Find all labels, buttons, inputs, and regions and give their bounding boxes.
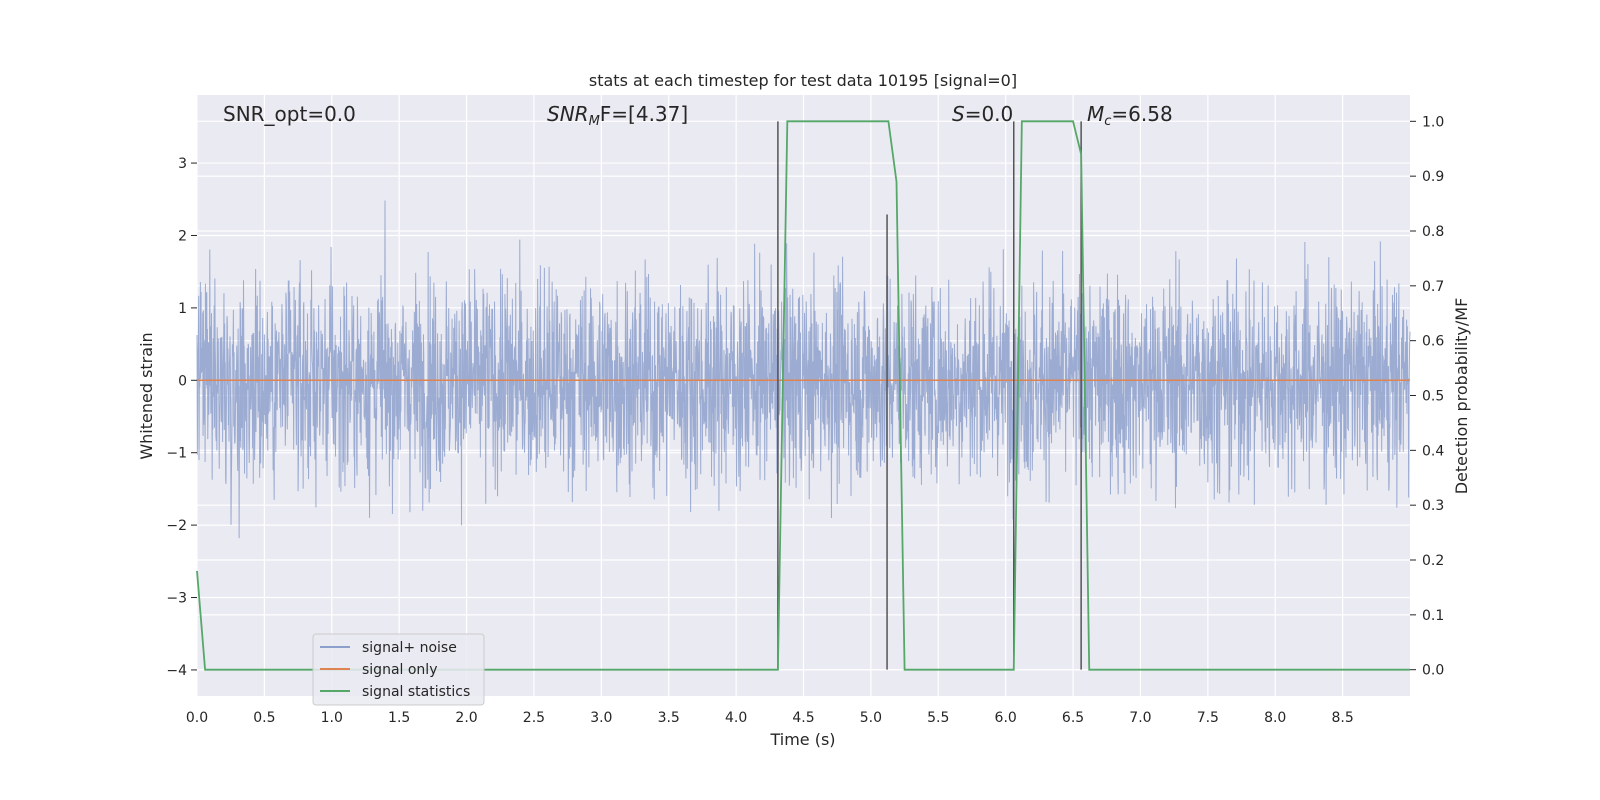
right-y-tick-label: 0.2	[1422, 553, 1444, 569]
x-tick-label: 3.5	[658, 710, 680, 726]
right-y-tick-label: 0.3	[1422, 498, 1444, 514]
x-tick-label: 8.5	[1331, 710, 1353, 726]
annotation-mc-sub: c	[1104, 114, 1111, 129]
x-axis-label: Time (s)	[769, 730, 835, 749]
annotation-mc-rest: =6.58	[1111, 102, 1172, 126]
left-y-tick-label: 3	[178, 156, 187, 172]
right-y-tick-label: 0.8	[1422, 224, 1444, 240]
right-y-tick-label: 1.0	[1422, 114, 1444, 130]
x-tick-label: 0.5	[253, 710, 275, 726]
left-y-tick-label: 0	[178, 373, 187, 389]
x-tick-label: 5.5	[927, 710, 949, 726]
annotation-s: S=0.0	[952, 102, 1013, 126]
x-tick-label: 0.0	[186, 710, 208, 726]
right-y-tick-label: 0.4	[1422, 443, 1444, 459]
left-y-tick-label: −3	[166, 591, 187, 607]
x-tick-label: 3.0	[590, 710, 612, 726]
noise-line	[196, 200, 1411, 539]
right-y-tick-labels: 0.0 0.1 0.2 0.3 0.4 0.5 0.6 0.7 0.8 0.9 1.0	[1410, 114, 1444, 679]
left-y-tick-labels: −4 −3 −2 −1 0 1 2 3	[166, 156, 197, 679]
legend-label-noise: signal+ noise	[362, 640, 457, 656]
x-tick-label: 1.5	[388, 710, 410, 726]
legend: signal+ noise signal only signal statist…	[312, 633, 485, 706]
left-y-tick-label: −4	[166, 663, 187, 679]
annotation-mc: Mc=6.58	[1087, 102, 1173, 129]
legend-box	[312, 633, 485, 706]
annotation-mc-main: M	[1087, 102, 1104, 126]
annotation-snr-opt: SNR_opt=0.0	[223, 102, 356, 126]
x-tick-label: 7.0	[1129, 710, 1151, 726]
series-signal-statistics	[196, 120, 1410, 671]
left-y-axis-label: Whitened strain	[137, 332, 156, 459]
left-y-tick-label: −1	[166, 446, 187, 462]
right-y-gridlines	[197, 120, 1410, 671]
annotation-s-main: S	[952, 102, 965, 126]
x-tick-label: 4.5	[792, 710, 814, 726]
annotation-snr-mf-sub: M	[589, 114, 600, 129]
right-y-tick-label: 0.0	[1422, 663, 1444, 679]
right-y-tick-label: 0.6	[1422, 334, 1444, 350]
x-tick-label: 4.0	[725, 710, 747, 726]
left-y-tick-label: 1	[178, 301, 187, 317]
left-y-tick-label: −2	[166, 518, 187, 534]
x-tick-label: 2.0	[455, 710, 477, 726]
x-tick-label: 6.5	[1062, 710, 1084, 726]
x-tick-label: 1.0	[321, 710, 343, 726]
legend-label-signal-only: signal only	[362, 662, 437, 678]
x-tick-label: 7.5	[1197, 710, 1219, 726]
legend-label-signal-statistics: signal statistics	[362, 684, 470, 700]
right-y-tick-label: 0.5	[1422, 389, 1444, 405]
right-y-tick-label: 0.7	[1422, 279, 1444, 295]
vertical-markers	[777, 121, 1082, 670]
x-tick-label: 6.0	[995, 710, 1017, 726]
annotation-snr-mf: SNRMF=[4.37]	[547, 102, 688, 129]
annotation-s-rest: =0.0	[965, 102, 1014, 126]
x-tick-label: 8.0	[1264, 710, 1286, 726]
x-tick-labels: 0.0 0.5 1.0 1.5 2.0 2.5 3.0 3.5 4.0 4.5 5.0 5.5 6.0 6…	[186, 710, 1354, 726]
annotation-snr-mf-main: SNR	[547, 102, 589, 126]
x-tick-label: 5.0	[860, 710, 882, 726]
annotation-snr-mf-rest: F=[4.37]	[600, 102, 688, 126]
right-y-tick-label: 0.1	[1422, 608, 1444, 624]
x-tick-label: 2.5	[523, 710, 545, 726]
right-y-axis-label: Detection probability/MF	[1452, 298, 1471, 495]
signal-statistics-line	[196, 120, 1410, 671]
chart-title: stats at each timestep for test data 101…	[589, 71, 1017, 90]
left-y-tick-label: 2	[178, 228, 187, 244]
right-y-tick-label: 0.9	[1422, 169, 1444, 185]
series-signal-noise	[196, 200, 1411, 539]
